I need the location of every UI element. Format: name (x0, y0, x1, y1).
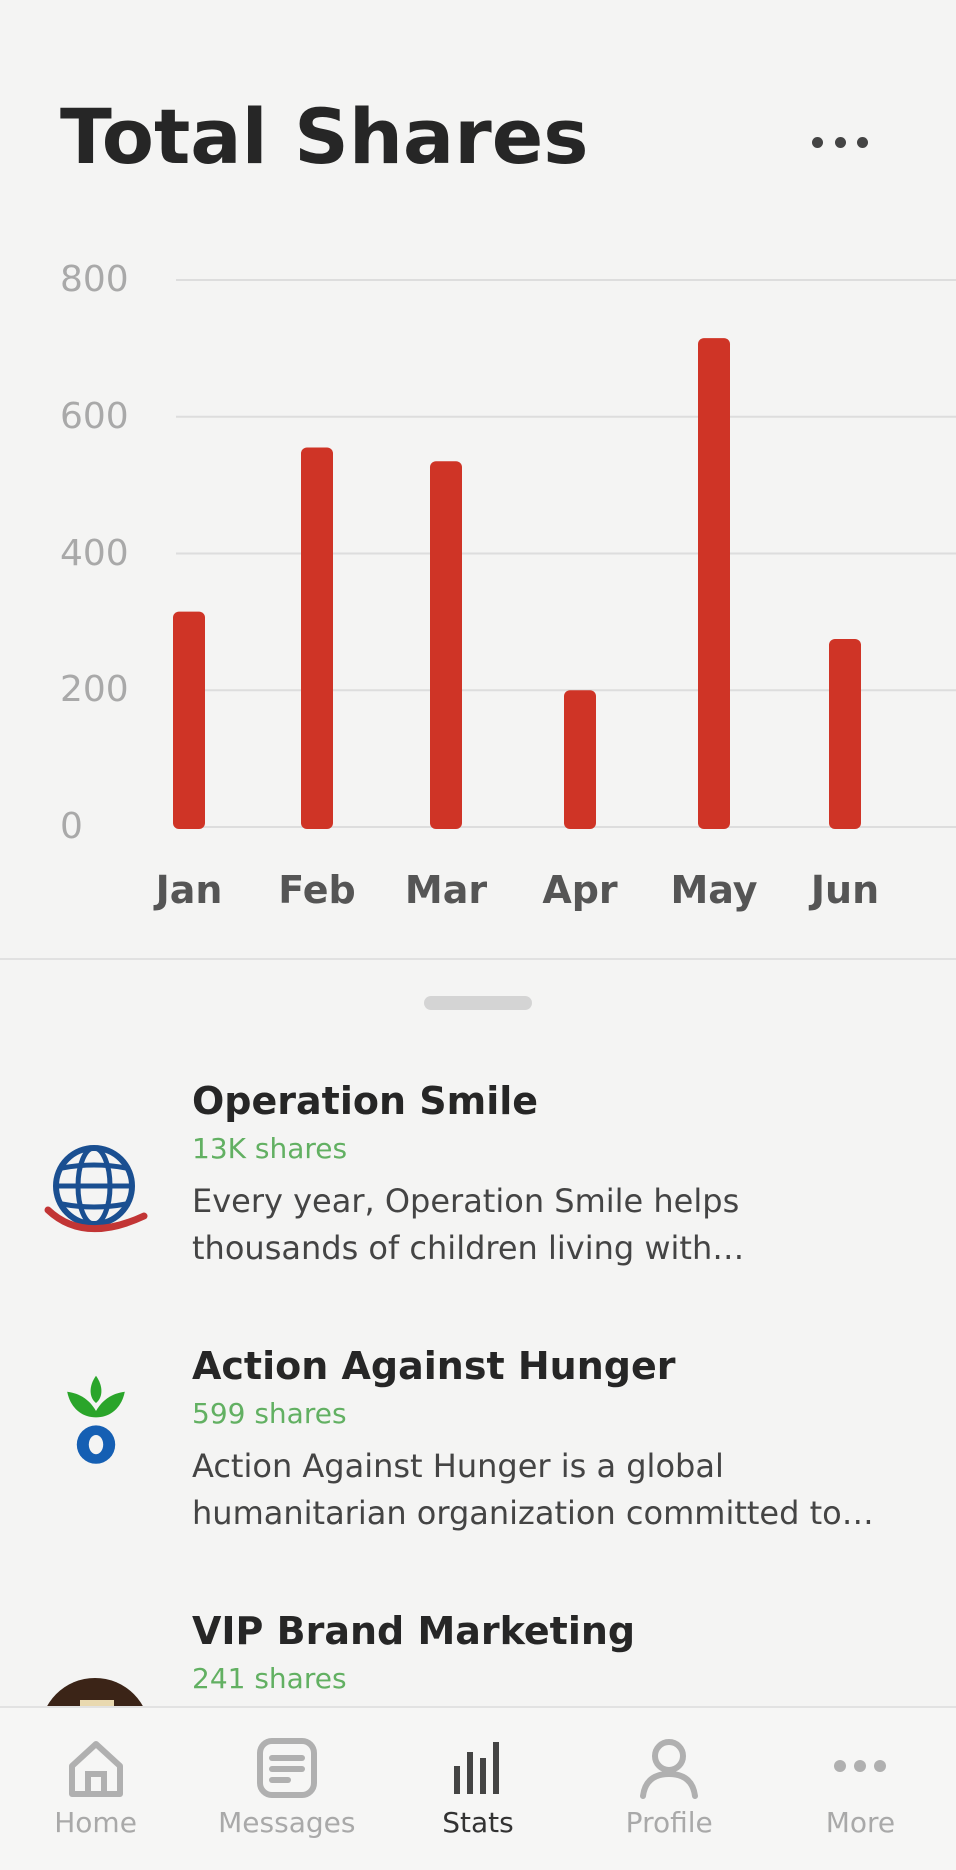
share-count: 241 shares (192, 1662, 347, 1695)
bar-mar[interactable] (430, 461, 462, 829)
bar-apr[interactable] (564, 690, 596, 829)
page-title: Total Shares (60, 92, 589, 181)
sheet-drag-handle[interactable] (424, 996, 532, 1010)
profile-icon (640, 1739, 699, 1799)
leaf-drop-logo-icon (67, 1375, 125, 1464)
x-tick-label: Apr (542, 868, 618, 912)
share-count: 599 shares (192, 1397, 347, 1430)
x-tick-label: Jun (810, 868, 880, 912)
bottom-tab-bar: Home Messages Stats (0, 1706, 956, 1870)
home-icon (68, 1741, 123, 1797)
tab-label: More (825, 1806, 896, 1839)
description-line: Action Against Hunger is a global (192, 1447, 724, 1485)
org-name: VIP Brand Marketing (192, 1609, 636, 1653)
x-tick-label: Jan (155, 868, 223, 912)
tab-label: Profile (625, 1806, 713, 1839)
y-tick-label: 600 (60, 395, 129, 437)
tab-label: Messages (218, 1806, 356, 1839)
tab-home[interactable]: Home (0, 1708, 191, 1870)
x-tick-label: Feb (278, 868, 356, 912)
description-line: humanitarian organization committed to… (192, 1494, 874, 1532)
section-divider (0, 958, 956, 960)
org-name: Action Against Hunger (192, 1344, 676, 1388)
org-name: Operation Smile (192, 1079, 539, 1123)
list-item[interactable]: Action Against Hunger 599 shares Action … (0, 1343, 956, 1583)
tab-profile[interactable]: Profile (574, 1708, 765, 1870)
messages-icon (256, 1738, 317, 1798)
y-tick-label: 800 (60, 259, 129, 300)
tab-more[interactable]: More (765, 1708, 956, 1870)
tab-messages[interactable]: Messages (191, 1708, 382, 1870)
description-line: Every year, Operation Smile helps (192, 1182, 740, 1220)
chart-canvas (173, 279, 956, 829)
x-tick-label: May (670, 868, 758, 912)
y-tick-label: 0 (60, 806, 83, 847)
y-tick-label: 400 (60, 532, 129, 574)
bar-feb[interactable] (301, 447, 333, 829)
x-tick-label: Mar (404, 868, 488, 912)
org-description: Every year, Operation Smile helps thousa… (192, 1178, 922, 1272)
y-tick-label: 200 (60, 669, 129, 711)
bar-jun[interactable] (829, 638, 861, 829)
more-options-icon[interactable] (812, 132, 868, 152)
shares-bar-chart: 0 200 400 600 800 Jan Feb Mar Apr May Jun (0, 230, 956, 930)
more-icon (834, 1760, 887, 1772)
tab-stats[interactable]: Stats (382, 1708, 573, 1870)
list-item[interactable]: Operation Smile 13K shares Every year, O… (0, 1078, 956, 1318)
description-line: thousands of children living with… (192, 1229, 745, 1267)
tab-label: Stats (442, 1806, 514, 1839)
bar-jan[interactable] (173, 611, 205, 829)
dot (812, 136, 823, 148)
globe-logo-icon (44, 1145, 148, 1233)
stats-icon (454, 1742, 499, 1794)
dot (857, 136, 868, 148)
org-description: Action Against Hunger is a global humani… (192, 1443, 922, 1537)
dot (834, 136, 846, 148)
share-count: 13K shares (192, 1132, 348, 1165)
bar-may[interactable] (698, 338, 730, 829)
tab-label: Home (54, 1806, 137, 1839)
